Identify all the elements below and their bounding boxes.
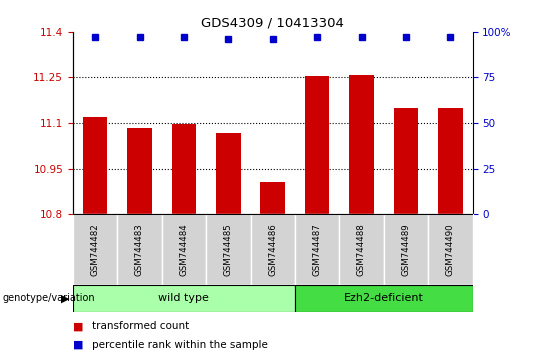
Bar <box>394 108 418 214</box>
Text: ■: ■ <box>73 339 83 350</box>
Bar <box>206 214 251 285</box>
Text: GSM744489: GSM744489 <box>401 223 410 276</box>
Text: GSM744486: GSM744486 <box>268 223 277 276</box>
Text: GSM744484: GSM744484 <box>179 223 188 276</box>
Text: Ezh2-deficient: Ezh2-deficient <box>344 293 424 303</box>
Bar <box>349 75 374 214</box>
Bar <box>295 285 472 312</box>
Text: GSM744487: GSM744487 <box>313 223 322 276</box>
Text: GSM744485: GSM744485 <box>224 223 233 276</box>
Text: GSM744483: GSM744483 <box>135 223 144 276</box>
Text: GSM744488: GSM744488 <box>357 223 366 276</box>
Title: GDS4309 / 10413304: GDS4309 / 10413304 <box>201 16 344 29</box>
Bar <box>73 214 117 285</box>
Bar <box>161 214 206 285</box>
Text: wild type: wild type <box>158 293 210 303</box>
Bar <box>216 133 240 214</box>
Bar <box>83 117 107 214</box>
Bar <box>428 214 472 285</box>
Text: ▶: ▶ <box>60 293 69 303</box>
Text: ■: ■ <box>73 321 83 331</box>
Text: transformed count: transformed count <box>92 321 189 331</box>
Text: percentile rank within the sample: percentile rank within the sample <box>92 339 268 350</box>
Text: GSM744482: GSM744482 <box>91 223 99 276</box>
Bar <box>295 214 339 285</box>
Bar <box>438 108 462 214</box>
Bar <box>339 214 384 285</box>
Bar <box>384 214 428 285</box>
Bar <box>73 285 295 312</box>
Bar <box>260 182 285 214</box>
Bar <box>127 127 152 214</box>
Bar <box>172 124 196 214</box>
Bar <box>117 214 161 285</box>
Text: GSM744490: GSM744490 <box>446 223 455 276</box>
Text: genotype/variation: genotype/variation <box>3 293 96 303</box>
Bar <box>305 76 329 214</box>
Bar <box>251 214 295 285</box>
